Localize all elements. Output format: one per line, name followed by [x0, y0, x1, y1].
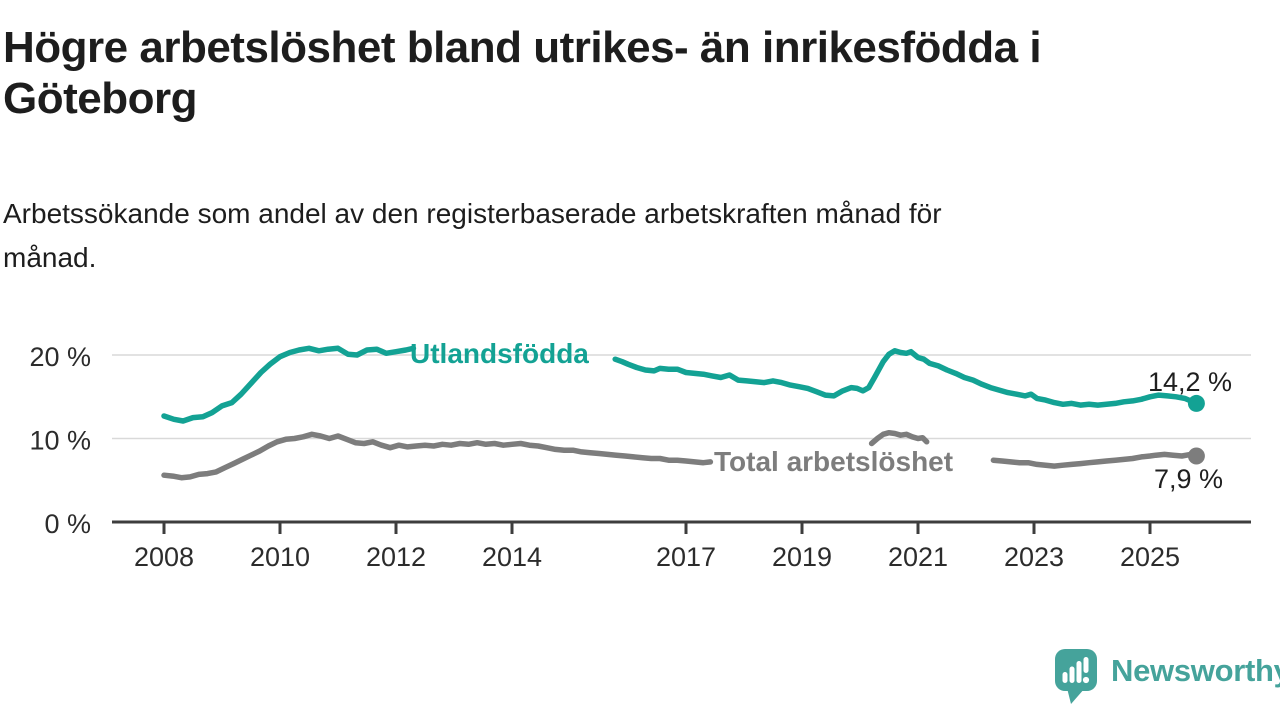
- page-subtitle-line-1: Arbetssökande som andel av den registerb…: [3, 198, 942, 229]
- series-line-utlandsf-dda: [161, 345, 417, 424]
- x-tick-label: 2017: [656, 542, 716, 572]
- brand-name: Newsworthy: [1111, 653, 1280, 688]
- x-tick-label: 2019: [772, 542, 832, 572]
- x-tick-label: 2010: [250, 542, 310, 572]
- x-tick-label: 2021: [888, 542, 948, 572]
- series-line-total-arbetsl-shet: [868, 429, 930, 447]
- brand-footer: Newsworthy: [1054, 648, 1280, 706]
- end-dot-utlandsf-dda: [1187, 394, 1205, 412]
- page-title-line-2: Göteborg: [3, 74, 197, 123]
- y-tick-label: 10 %: [29, 426, 91, 456]
- page-subtitle-line-2: månad.: [3, 242, 97, 273]
- page-subtitle: Arbetssökande som andel av den registerb…: [3, 192, 942, 280]
- x-tick-label: 2025: [1120, 542, 1180, 572]
- series-line-utlandsf-dda: [612, 348, 1200, 408]
- logo-bars: [1062, 657, 1090, 684]
- series-label-utlandsf-dda: Utlandsfödda: [410, 338, 589, 369]
- x-tick-label: 2012: [366, 542, 426, 572]
- x-tick-label: 2014: [482, 542, 542, 572]
- end-value-label-utlandsf-dda: 14,2 %: [1148, 367, 1232, 397]
- page-title: Högre arbetslöshet bland utrikes- än inr…: [3, 22, 1042, 124]
- y-tick-label: 0 %: [44, 509, 91, 539]
- end-dot-total-arbetsl-shet: [1187, 447, 1205, 465]
- y-tick-label: 20 %: [29, 342, 91, 372]
- logo-bubble: [1055, 649, 1097, 704]
- x-tick-label: 2008: [134, 542, 194, 572]
- x-tick-label: 2023: [1004, 542, 1064, 572]
- newsworthy-logo-icon: [1055, 649, 1097, 704]
- series-label-total-arbetsl-shet: Total arbetslöshet: [714, 446, 953, 477]
- series-line-total-arbetsl-shet: [161, 431, 714, 481]
- end-value-label-total-arbetsl-shet: 7,9 %: [1154, 464, 1223, 494]
- series-line-total-arbetsl-shet: [990, 451, 1200, 469]
- page-title-line-1: Högre arbetslöshet bland utrikes- än inr…: [3, 23, 1042, 72]
